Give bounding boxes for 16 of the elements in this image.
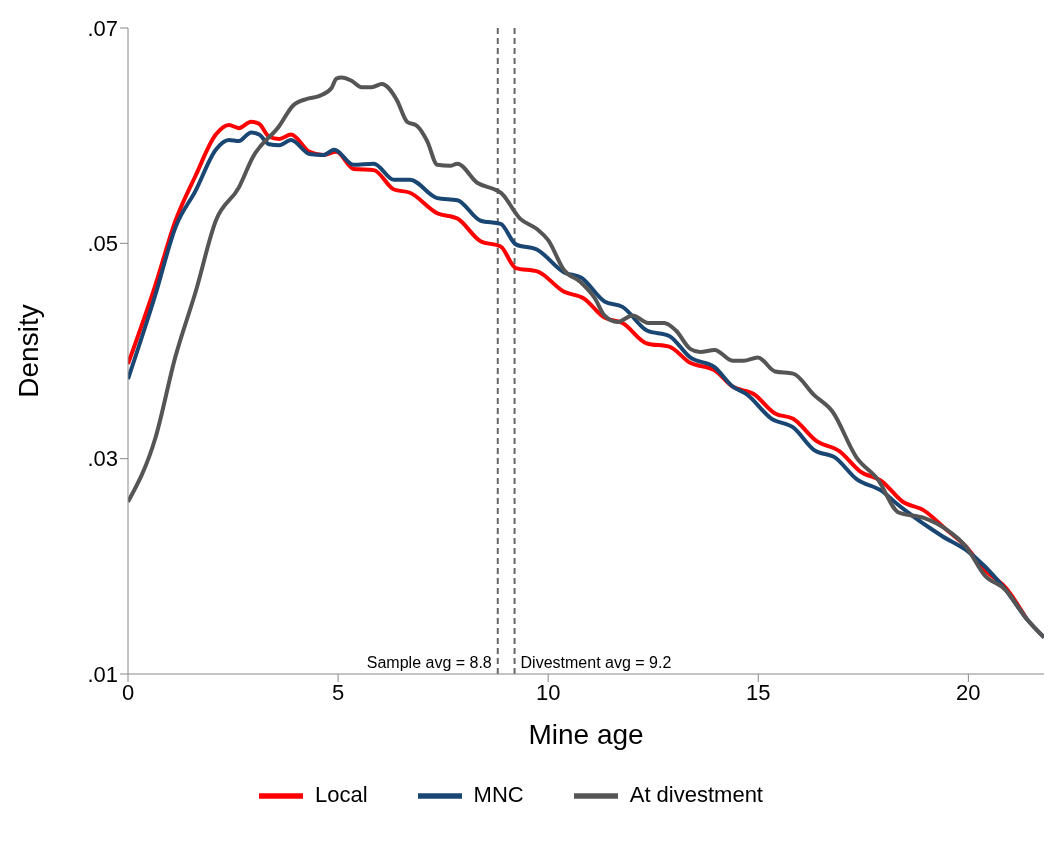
y-tick-label: .07 [87,15,118,41]
y-tick-label: .01 [87,661,118,687]
x-tick-label: 20 [956,679,981,705]
x-axis-title: Mine age [528,719,644,750]
legend-label: Local [315,781,368,807]
y-axis-title: Density [12,304,44,398]
x-tick-label: 10 [535,679,561,705]
x-tick-label: 0 [121,679,135,705]
y-tick-label: .03 [87,446,118,472]
legend-label: At divestment [629,781,763,807]
y-tick-label: .05 [87,231,118,257]
ref-line-label: Divestment avg = 9.2 [520,654,672,671]
ref-line-label: Sample avg = 8.8 [366,654,492,671]
x-tick-label: 5 [331,679,345,705]
x-tick-label: 15 [746,679,771,705]
legend-label: MNC [473,781,524,807]
